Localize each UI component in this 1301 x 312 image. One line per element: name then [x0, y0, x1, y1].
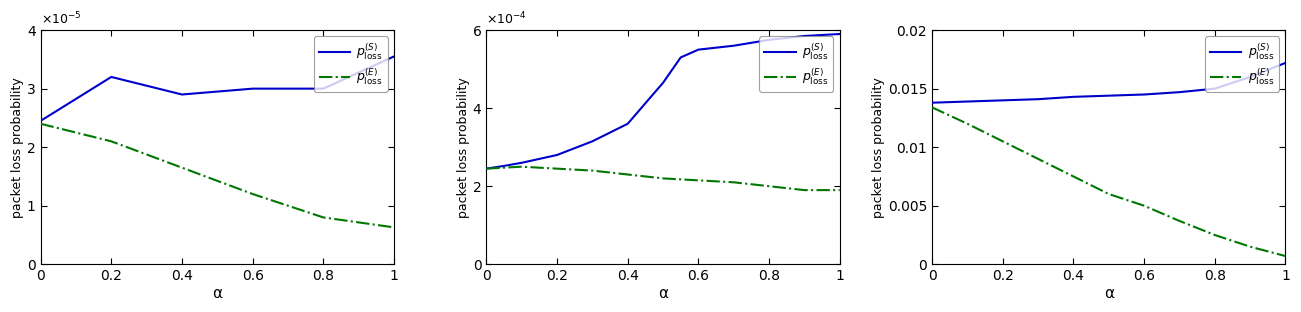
Y-axis label: packet loss probability: packet loss probability: [12, 77, 25, 217]
Y-axis label: packet loss probability: packet loss probability: [872, 77, 885, 217]
X-axis label: α: α: [1103, 286, 1114, 301]
Text: $\times10^{-4}$: $\times10^{-4}$: [487, 11, 527, 28]
Legend: $p_{\mathrm{loss}}^{(S)}$, $p_{\mathrm{loss}}^{(E)}$: $p_{\mathrm{loss}}^{(S)}$, $p_{\mathrm{l…: [314, 37, 388, 92]
X-axis label: α: α: [658, 286, 669, 301]
Legend: $p_{\mathrm{loss}}^{(S)}$, $p_{\mathrm{loss}}^{(E)}$: $p_{\mathrm{loss}}^{(S)}$, $p_{\mathrm{l…: [1205, 37, 1279, 92]
X-axis label: α: α: [212, 286, 222, 301]
Text: $\times10^{-5}$: $\times10^{-5}$: [40, 11, 81, 28]
Legend: $p_{\mathrm{loss}}^{(S)}$, $p_{\mathrm{loss}}^{(E)}$: $p_{\mathrm{loss}}^{(S)}$, $p_{\mathrm{l…: [760, 37, 834, 92]
Y-axis label: packet loss probability: packet loss probability: [457, 77, 470, 217]
